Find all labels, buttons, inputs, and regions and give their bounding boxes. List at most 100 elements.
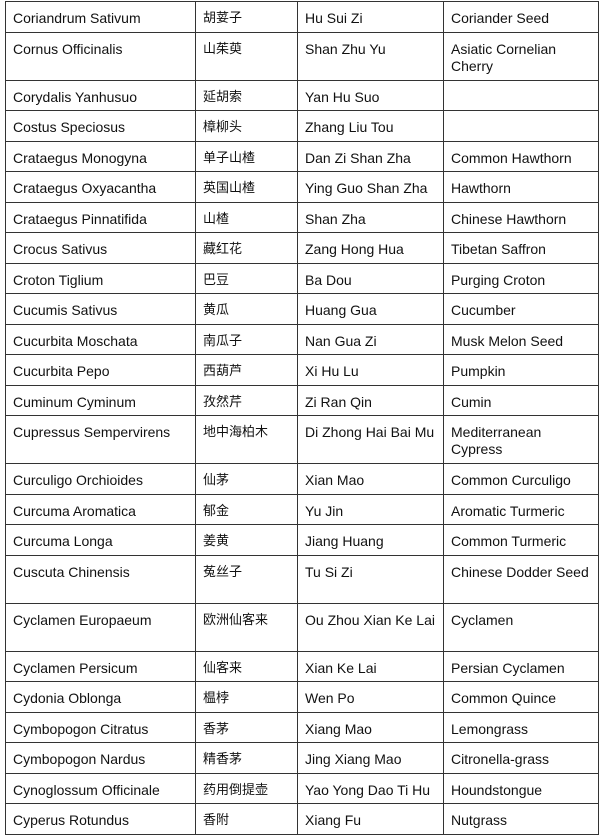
latin-name-cell: Cucumis Sativus [5, 293, 196, 325]
table-row: Crocus Sativus 藏红花 Zang Hong Hua Tibetan Sa… [5, 232, 599, 264]
english-name-cell: Purging Croton [443, 262, 599, 294]
pinyin-name-cell: Ba Dou [297, 262, 444, 294]
latin-name-cell: Cymbopogon Citratus [5, 711, 196, 743]
english-name-cell: Cucumber [443, 293, 599, 325]
latin-name-cell: Curculigo Orchioides [5, 463, 196, 495]
pinyin-name-cell: Zang Hong Hua [297, 232, 444, 264]
latin-name-cell: Cupressus Sempervirens [5, 415, 196, 464]
table-row: Coriandrum Sativum 胡荽子 Hu Sui Zi Coriander … [5, 1, 599, 33]
pinyin-name-cell: Xi Hu Lu [297, 354, 444, 386]
chinese-name-cell: 巴豆 [195, 262, 298, 294]
table-row: Cucurbita Moschata 南瓜子 Nan Gua Zi Musk Melo… [5, 323, 599, 355]
chinese-name-cell: 姜黄 [195, 524, 298, 556]
pinyin-name-cell: Zhang Liu Tou [297, 110, 444, 142]
latin-name-cell: Cyperus Rotundus [5, 803, 196, 835]
table-row: Cymbopogon Citratus 香茅 Xiang Mao Lemongrass [5, 711, 599, 743]
latin-name-cell: Crataegus Oxyacantha [5, 171, 196, 203]
table-row: Cyclamen Europaeum 欧洲仙客来 Ou Zhou Xian Ke L… [5, 602, 599, 652]
english-name-cell: Musk Melon Seed [443, 323, 599, 355]
latin-name-cell: Cornus Officinalis [5, 31, 196, 81]
chinese-name-cell: 胡荽子 [195, 1, 298, 33]
pinyin-name-cell: Xiang Mao [297, 711, 444, 743]
pinyin-name-cell: Xian Mao [297, 463, 444, 495]
table-row: Crataegus Oxyacantha 英国山楂 Ying Guo Shan Zh… [5, 171, 599, 203]
english-name-cell: Persian Cyclamen [443, 650, 599, 682]
latin-name-cell: Corydalis Yanhusuo [5, 79, 196, 111]
english-name-cell [443, 79, 599, 111]
table-row: Cucurbita Pepo 西葫芦 Xi Hu Lu Pumpkin [5, 354, 599, 386]
latin-name-cell: Cuminum Cyminum [5, 384, 196, 416]
english-name-cell: Pumpkin [443, 354, 599, 386]
chinese-name-cell: 藏红花 [195, 232, 298, 264]
english-name-cell: Chinese Hawthorn [443, 201, 599, 233]
pinyin-name-cell: Huang Gua [297, 293, 444, 325]
chinese-name-cell: 榅桲 [195, 681, 298, 713]
pinyin-name-cell: Jiang Huang [297, 524, 444, 556]
latin-name-cell: Costus Speciosus [5, 110, 196, 142]
latin-name-cell: Cuscuta Chinensis [5, 554, 196, 604]
chinese-name-cell: 孜然芹 [195, 384, 298, 416]
english-name-cell: Houndstongue [443, 772, 599, 804]
latin-name-cell: Croton Tiglium [5, 262, 196, 294]
table-row: Cucumis Sativus 黄瓜 Huang Gua Cucumber [5, 293, 599, 325]
chinese-name-cell: 仙客来 [195, 650, 298, 682]
latin-name-cell: Cymbopogon Nardus [5, 742, 196, 774]
latin-name-cell: Cyclamen Persicum [5, 650, 196, 682]
english-name-cell: Tibetan Saffron [443, 232, 599, 264]
chinese-name-cell: 西葫芦 [195, 354, 298, 386]
latin-name-cell: Cucurbita Moschata [5, 323, 196, 355]
pinyin-name-cell: Yao Yong Dao Ti Hu [297, 772, 444, 804]
pinyin-name-cell: Di Zhong Hai Bai Mu [297, 415, 444, 464]
table-row: Cuscuta Chinensis 菟丝子 Tu Si Zi Chinese Dodd… [5, 554, 599, 604]
latin-name-cell: Curcuma Longa [5, 524, 196, 556]
chinese-name-cell: 延胡索 [195, 79, 298, 111]
chinese-name-cell: 仙茅 [195, 463, 298, 495]
english-name-cell: Nutgrass [443, 803, 599, 835]
latin-name-cell: Cyclamen Europaeum [5, 602, 196, 652]
table-row: Cyperus Rotundus 香附 Xiang Fu Nutgrass [5, 803, 599, 835]
pinyin-name-cell: Ying Guo Shan Zha [297, 171, 444, 203]
pinyin-name-cell: Dan Zi Shan Zha [297, 140, 444, 172]
english-name-cell: Mediterranean Cypress [443, 415, 599, 464]
pinyin-name-cell: Xian Ke Lai [297, 650, 444, 682]
english-name-cell: Lemongrass [443, 711, 599, 743]
english-name-cell: Cumin [443, 384, 599, 416]
english-name-cell: Common Hawthorn [443, 140, 599, 172]
chinese-name-cell: 精香茅 [195, 742, 298, 774]
chinese-name-cell: 英国山楂 [195, 171, 298, 203]
chinese-name-cell: 南瓜子 [195, 323, 298, 355]
table-row: Cymbopogon Nardus 精香茅 Jing Xiang Mao Citron… [5, 742, 599, 774]
chinese-name-cell: 欧洲仙客来 [195, 602, 298, 652]
pinyin-name-cell: Hu Sui Zi [297, 1, 444, 33]
pinyin-name-cell: Nan Gua Zi [297, 323, 444, 355]
table-row: Cydonia Oblonga 榅桲 Wen Po Common Quince [5, 681, 599, 713]
pinyin-name-cell: Xiang Fu [297, 803, 444, 835]
herb-name-table: Coriandrum Sativum 胡荽子 Hu Sui Zi Coriander … [5, 1, 599, 835]
english-name-cell: Common Turmeric [443, 524, 599, 556]
latin-name-cell: Crataegus Monogyna [5, 140, 196, 172]
chinese-name-cell: 菟丝子 [195, 554, 298, 604]
english-name-cell: Chinese Dodder Seed [443, 554, 599, 604]
chinese-name-cell: 樟柳头 [195, 110, 298, 142]
pinyin-name-cell: Shan Zhu Yu [297, 31, 444, 81]
table-row: Croton Tiglium 巴豆 Ba Dou Purging Croton [5, 262, 599, 294]
latin-name-cell: Crocus Sativus [5, 232, 196, 264]
chinese-name-cell: 黄瓜 [195, 293, 298, 325]
table-row: Curcuma Aromatica 郁金 Yu Jin Aromatic Turmer… [5, 493, 599, 525]
english-name-cell [443, 110, 599, 142]
table-row: Cupressus Sempervirens 地中海柏木 Di Zhong Hai … [5, 415, 599, 464]
latin-name-cell: Cynoglossum Officinale [5, 772, 196, 804]
chinese-name-cell: 单子山楂 [195, 140, 298, 172]
english-name-cell: Citronella-grass [443, 742, 599, 774]
table-row: Crataegus Monogyna 单子山楂 Dan Zi Shan Zha Com… [5, 140, 599, 172]
table-row: Cyclamen Persicum 仙客来 Xian Ke Lai Persian C… [5, 650, 599, 682]
pinyin-name-cell: Ou Zhou Xian Ke Lai [297, 602, 444, 652]
pinyin-name-cell: Wen Po [297, 681, 444, 713]
latin-name-cell: Cucurbita Pepo [5, 354, 196, 386]
table-row: Curculigo Orchioides 仙茅 Xian Mao Common Cur… [5, 463, 599, 495]
chinese-name-cell: 山茱萸 [195, 31, 298, 81]
chinese-name-cell: 郁金 [195, 493, 298, 525]
english-name-cell: Coriander Seed [443, 1, 599, 33]
table-row: Corydalis Yanhusuo 延胡索 Yan Hu Suo [5, 79, 599, 111]
table-row: Cornus Officinalis 山茱萸 Shan Zhu Yu Asiatic … [5, 31, 599, 81]
